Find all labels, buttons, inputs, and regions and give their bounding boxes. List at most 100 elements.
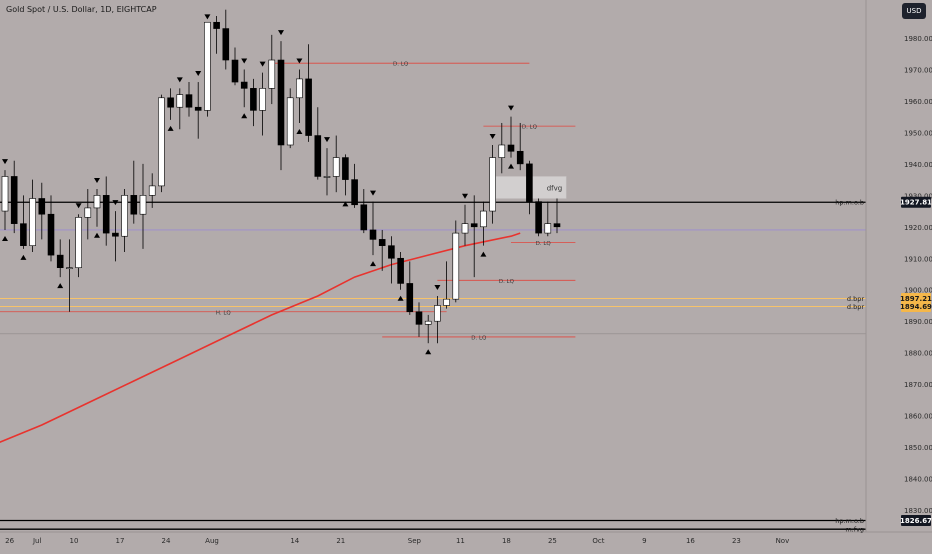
marker-up-triangle <box>167 125 174 131</box>
candle-body-down <box>130 195 138 215</box>
candle-body-up <box>139 195 147 215</box>
candle-body-up <box>259 88 266 111</box>
candle-body-up <box>489 157 496 212</box>
key-level-label: hp.m.o.b <box>835 199 864 207</box>
marker-up-triangle <box>480 251 487 257</box>
y-tick-label: 1930.00 <box>904 192 932 200</box>
candle-body-up <box>286 97 294 146</box>
candle-body-down <box>406 283 414 313</box>
marker-down-triangle <box>204 14 211 20</box>
candle-body-up <box>1 176 9 212</box>
candle-body-up <box>332 157 340 177</box>
y-tick-label: 1910.00 <box>904 255 932 263</box>
marker-down-triangle <box>278 30 284 36</box>
candle-body-down <box>277 59 285 146</box>
candle-body-down <box>507 144 515 152</box>
price-axis-bg <box>866 0 932 532</box>
candle-body-up <box>461 223 469 234</box>
marker-up-triangle <box>296 128 303 134</box>
candles-layer <box>1 9 561 344</box>
marker-down-triangle <box>2 159 8 165</box>
candle-body-up <box>93 195 101 209</box>
candle-body-down <box>369 229 377 240</box>
marker-up-triangle <box>57 283 64 289</box>
x-tick-label: 11 <box>456 537 465 545</box>
y-tick-label: 1940.00 <box>904 161 932 169</box>
marker-down-triangle <box>296 58 303 64</box>
symbol-title: Gold Spot / U.S. Dollar, 1D, EIGHTCAP <box>6 5 157 14</box>
price-tag-label: 1894.69 <box>900 303 932 311</box>
candle-body-up <box>443 298 450 306</box>
x-tick-label: 14 <box>290 537 299 545</box>
x-tick-label: 25 <box>548 537 557 545</box>
candle-body-up <box>158 97 165 187</box>
liquidity-label: D. LQ <box>522 125 538 131</box>
liquidity-label: H. LQ <box>216 310 232 316</box>
price-tag-label: 1927.81 <box>900 199 932 207</box>
candle-body-down <box>360 204 368 231</box>
marker-down-triangle <box>324 137 330 143</box>
marker-up-triangle <box>508 163 514 169</box>
candle-body-down <box>553 223 561 228</box>
candle-body-down <box>516 150 524 165</box>
candle-body-up <box>176 94 184 108</box>
marker-up-triangle <box>241 113 248 119</box>
y-tick-label: 1970.00 <box>904 66 932 74</box>
currency-button[interactable]: USD <box>902 3 926 19</box>
key-level-label: d.bpr <box>847 303 864 311</box>
key-level-label: m.fvg <box>845 526 864 534</box>
marker-down-triangle <box>75 203 82 209</box>
marker-down-triangle <box>94 178 100 184</box>
time-axis-layer: 26 Jul 10 17 24 Aug 14 21 Sep 11 18 25 Oct 9 16 23 Nov <box>0 531 932 545</box>
y-tick-label: 1890.00 <box>904 318 932 326</box>
candle-body-up <box>121 195 128 237</box>
horizontal-lines-layer: D. LQ D. LQ D. LQ D. LQ H. LQ D. LQ dfvg <box>0 62 866 530</box>
price-tag-bg <box>901 514 931 526</box>
candle-body-down <box>342 157 349 180</box>
candle-body-up <box>434 305 441 322</box>
candle-body-down <box>470 223 478 228</box>
candle-body-down <box>38 198 46 215</box>
price-tag-label: 1826.67 <box>900 517 932 525</box>
y-tick-label: 1870.00 <box>904 381 932 389</box>
marker-up-triangle <box>342 201 349 207</box>
candle-body-up <box>84 207 92 218</box>
x-tick-label: 10 <box>70 537 79 545</box>
candle-body-up <box>424 320 432 325</box>
candle-body-up <box>498 144 506 158</box>
y-tick-label: 1860.00 <box>904 413 932 421</box>
x-tick-label: Sep <box>408 537 422 545</box>
marker-up-triangle <box>397 295 404 301</box>
candle-body-down <box>167 97 174 108</box>
candle-body-up <box>75 217 82 269</box>
marker-down-triangle <box>508 105 514 111</box>
x-tick-label: 16 <box>686 537 695 545</box>
candle-body-down <box>10 176 18 224</box>
candle-body-up <box>323 176 331 178</box>
marker-down-triangle <box>112 200 119 206</box>
x-tick-label: 17 <box>116 537 125 545</box>
marker-up-triangle <box>2 235 8 241</box>
liquidity-label: D. LQ <box>471 335 487 341</box>
liquidity-label: D. LQ <box>536 241 552 247</box>
x-tick-label: Nov <box>776 537 790 545</box>
candle-body-down <box>250 88 257 111</box>
y-tick-label: 1830.00 <box>904 507 932 515</box>
candle-body-up <box>204 21 211 111</box>
x-tick-label: 21 <box>336 537 345 545</box>
x-tick-label: 23 <box>732 537 741 545</box>
markers-layer <box>2 14 514 355</box>
price-tag-label: 1897.21 <box>900 295 932 303</box>
candle-body-up <box>296 78 303 99</box>
x-tick-label: 9 <box>642 537 646 545</box>
y-tick-label: 1920.00 <box>904 224 932 232</box>
marker-down-triangle <box>370 190 376 196</box>
x-tick-label: Jul <box>32 537 42 545</box>
y-tick-label: 1960.00 <box>904 98 932 106</box>
x-tick-label: 26 <box>5 537 14 545</box>
marker-up-triangle <box>20 254 27 260</box>
x-tick-label: 18 <box>502 537 511 545</box>
candle-body-down <box>185 94 193 108</box>
